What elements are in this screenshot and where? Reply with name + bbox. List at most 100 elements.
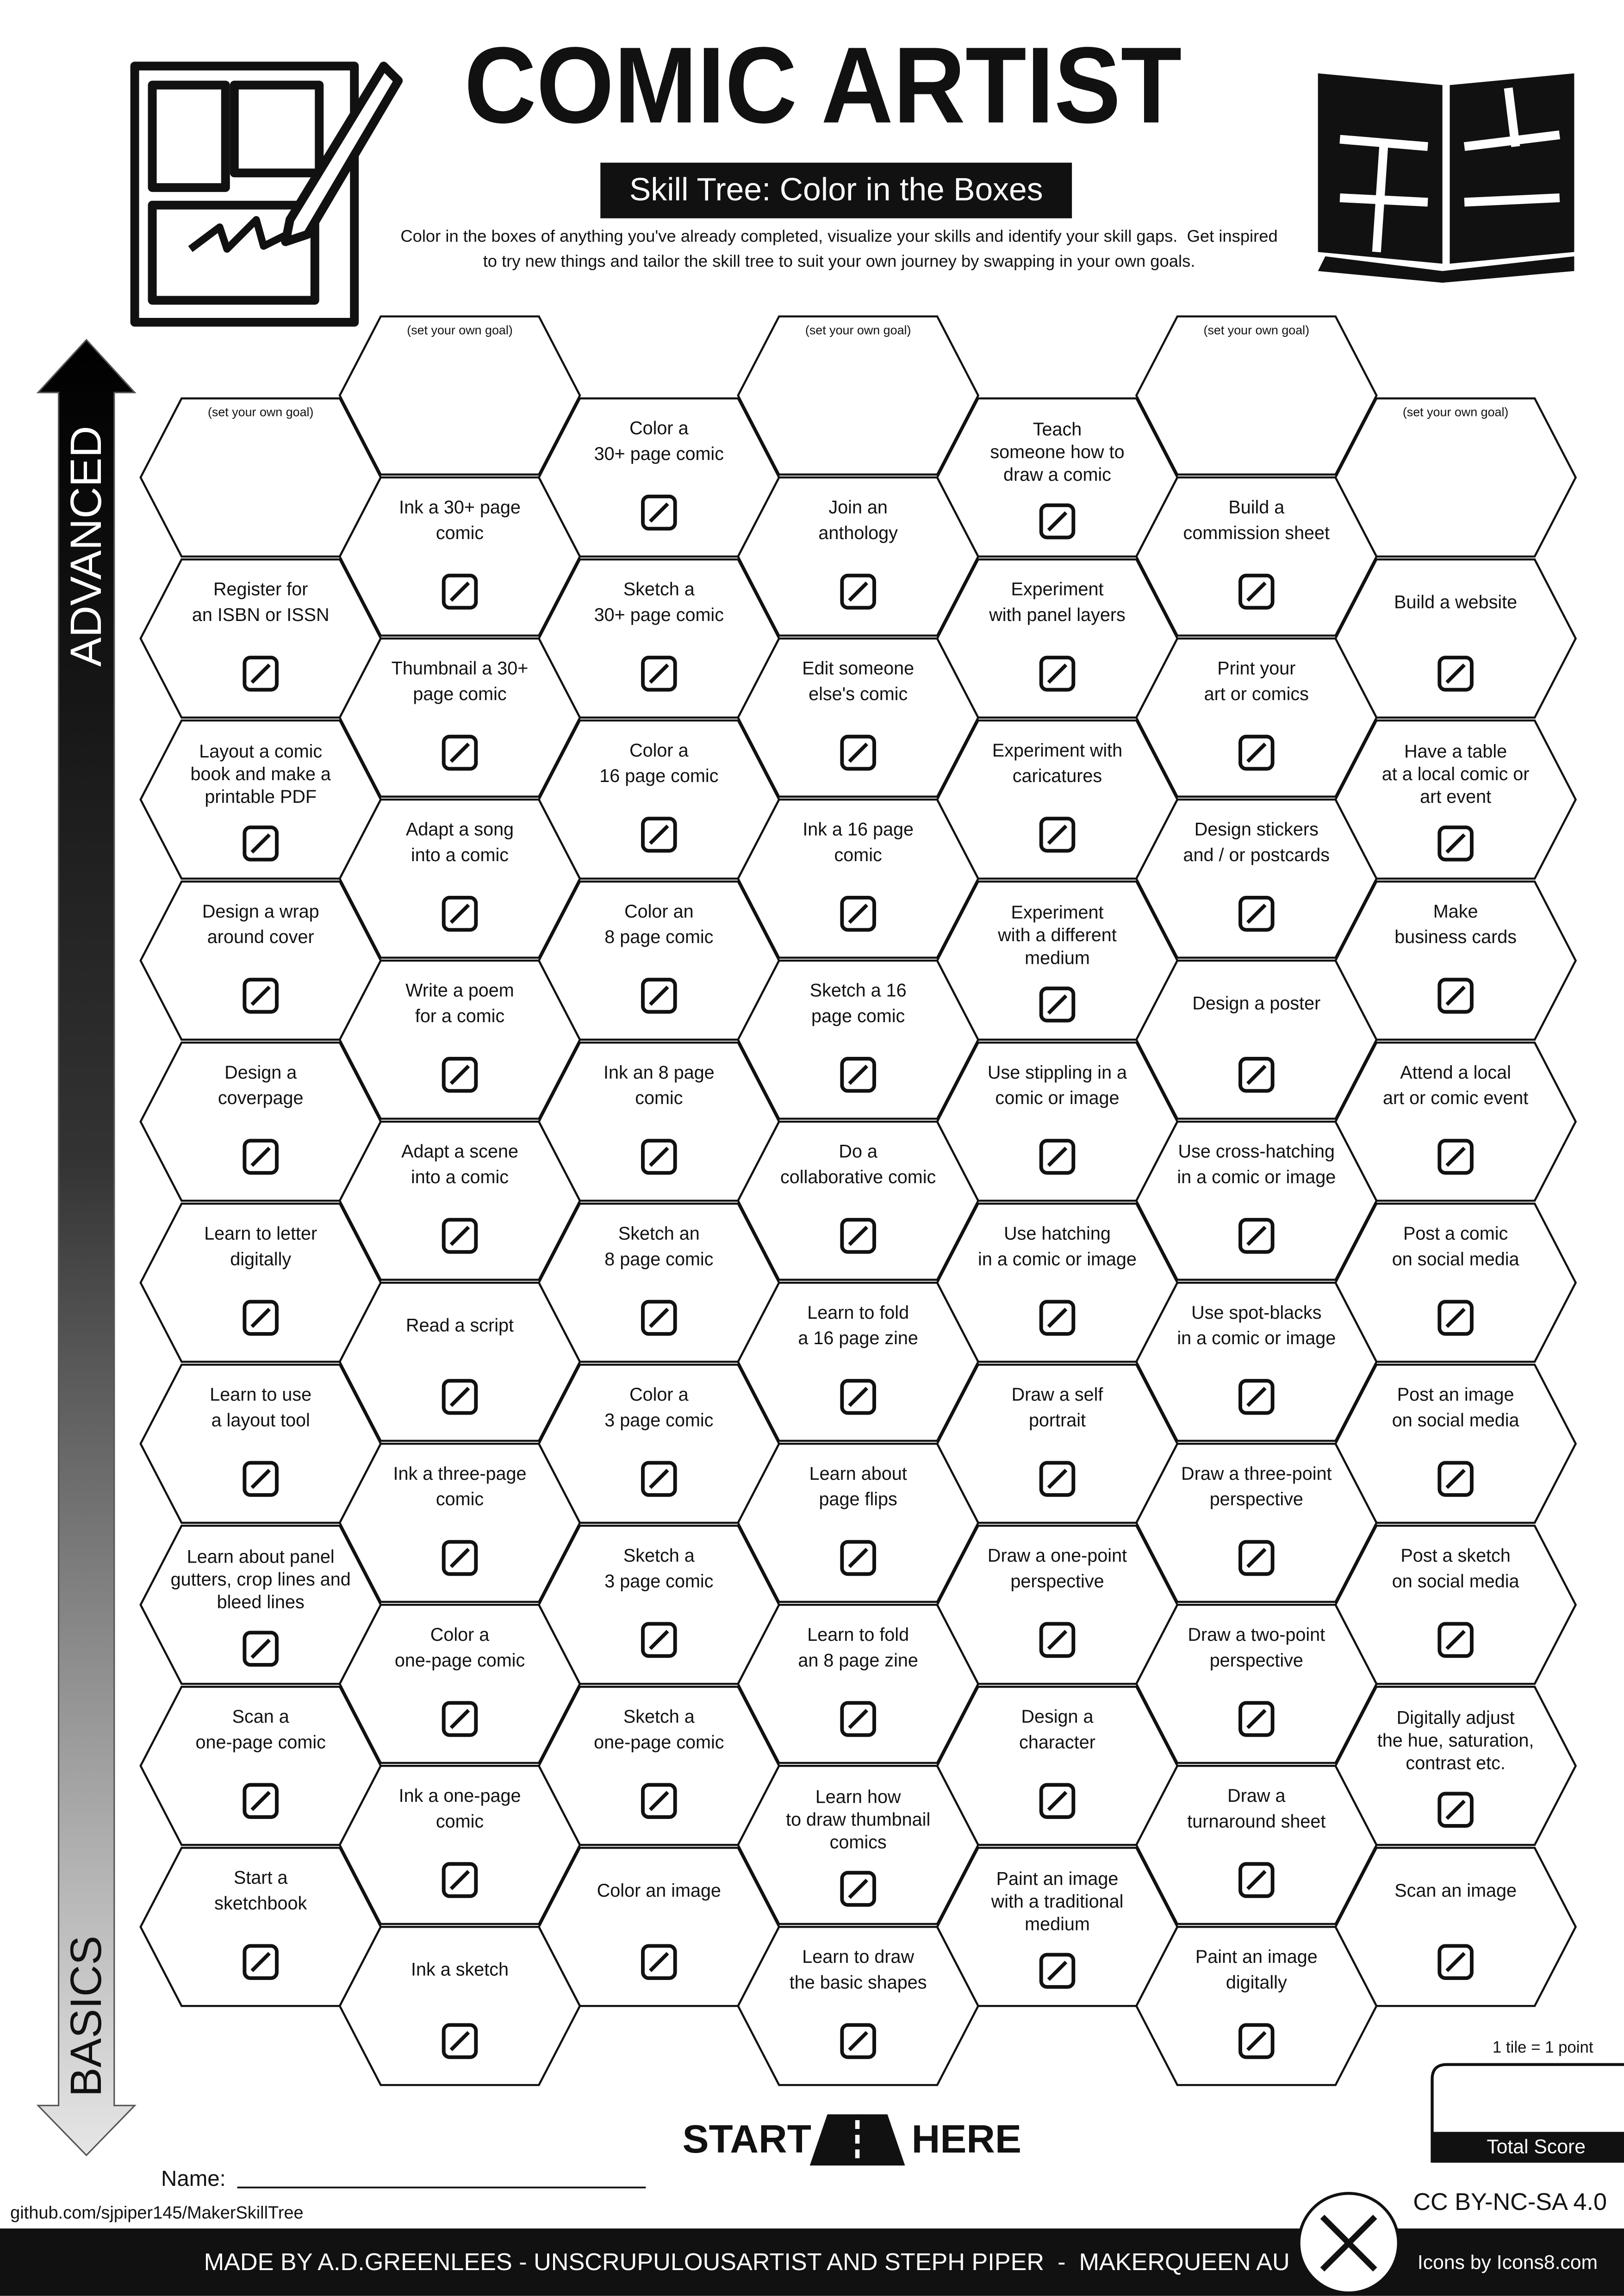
- skill-tile: Attend a local art or comic event: [1334, 1041, 1577, 1202]
- tile-icon-stroke: [449, 903, 470, 924]
- hexagon: [338, 1926, 581, 2086]
- tile-label: Draw a: [1227, 1786, 1285, 1806]
- tile-label: printable PDF: [205, 787, 317, 807]
- tile-label: Ink a 16 page: [803, 819, 914, 840]
- tile-icon-stroke: [1246, 1226, 1267, 1246]
- tile-icon-stroke: [649, 502, 669, 523]
- tile-icon: [1238, 1218, 1275, 1254]
- tile-label: 30+ page comic: [594, 444, 724, 464]
- tile-label: Learn to fold: [807, 1625, 909, 1645]
- tile-label: on social media: [1392, 1249, 1519, 1269]
- tile-label: Color a: [629, 1384, 689, 1405]
- tile-icon: [1238, 2023, 1275, 2059]
- tile-label: Use stippling in a: [988, 1062, 1127, 1083]
- description: Color in the boxes of anything you've al…: [400, 227, 1277, 246]
- tile-icon: [442, 1701, 478, 1737]
- tile-icon-stroke: [250, 833, 271, 854]
- goal-label: (set your own goal): [208, 405, 314, 419]
- tile-icon: [840, 1218, 876, 1254]
- tile-label: Ink an 8 page: [604, 1062, 715, 1083]
- tile-icon-stroke: [649, 1469, 669, 1489]
- tile-icon: [840, 573, 876, 610]
- skill-tile: Draw a two-point perspective: [1135, 1603, 1378, 1764]
- subtitle: Skill Tree: Color in the Boxes: [629, 171, 1043, 207]
- tile-label: Learn how: [815, 1787, 901, 1807]
- skill-tile: Design a wrap around cover: [139, 880, 382, 1041]
- tile-icon: [243, 656, 279, 692]
- tile-icon: [1238, 1057, 1275, 1093]
- tile-label: Sketch a: [623, 1706, 695, 1727]
- tile-label: Scan a: [232, 1706, 289, 1727]
- tile-label: Make: [1433, 901, 1478, 922]
- score-label: Total Score: [1487, 2135, 1586, 2158]
- tile-label: with a traditional: [991, 1892, 1124, 1912]
- tile-icon-stroke: [250, 1147, 271, 1167]
- tile-label: 16 page comic: [599, 766, 718, 786]
- hexagon: [1334, 397, 1577, 558]
- skill-tile: Make business cards: [1334, 880, 1577, 1041]
- tile-icon: [1238, 1540, 1275, 1576]
- tile-label: Post a sketch: [1400, 1545, 1510, 1566]
- tile-label: portrait: [1029, 1410, 1086, 1430]
- skill-tile: Color a one-page comic: [338, 1603, 581, 1764]
- tile-icon: [1039, 1622, 1076, 1658]
- skill-tile: (set your own goal): [1334, 397, 1577, 558]
- tile-label: Sketch an: [618, 1223, 700, 1244]
- tile-icon-stroke: [1246, 1870, 1267, 1890]
- tile-icon-stroke: [250, 664, 271, 684]
- tile-icon: [442, 1540, 478, 1576]
- skill-tile: Ink a sketch: [338, 1926, 581, 2086]
- tile-label: art event: [1420, 787, 1491, 807]
- tile-label: Learn to letter: [204, 1223, 317, 1244]
- tile-icon-stroke: [1047, 511, 1068, 532]
- tile-label: Attend a local: [1400, 1062, 1511, 1083]
- tile-icon-stroke: [1246, 2031, 1267, 2051]
- tile-label: an ISBN or ISSN: [192, 605, 330, 625]
- hexagon: [139, 397, 382, 558]
- tile-icon: [442, 1379, 478, 1415]
- icons-credit: Icons by Icons8.com: [1418, 2251, 1598, 2273]
- skill-tile: Use stippling in a comic or image: [936, 1041, 1179, 1202]
- skill-tile: (set your own goal): [139, 397, 382, 558]
- skill-tile: Register for an ISBN or ISSN: [139, 558, 382, 719]
- tile-icon-stroke: [250, 1469, 271, 1489]
- tile-icon: [840, 1057, 876, 1093]
- tile-icon-stroke: [848, 1709, 868, 1729]
- skill-tile: Ink a 16 page comic: [737, 798, 980, 959]
- skill-tile: (set your own goal): [338, 315, 581, 476]
- tile-icon: [1238, 734, 1275, 771]
- score-box: [1431, 2063, 1624, 2163]
- tile-icon-stroke: [848, 2031, 868, 2051]
- tile-label: art or comic event: [1383, 1088, 1528, 1108]
- tile-label: page comic: [811, 1006, 905, 1026]
- skill-tile: Learn to use a layout tool: [139, 1364, 382, 1524]
- skill-tile: Adapt a song into a comic: [338, 798, 581, 959]
- tile-icon: [840, 1701, 876, 1737]
- subtitle-box: [600, 162, 1072, 218]
- tile-label: Post an image: [1397, 1384, 1514, 1405]
- goal-label: (set your own goal): [407, 323, 513, 337]
- tile-icon: [641, 1783, 677, 1819]
- progress-arrow: [36, 339, 137, 2157]
- tile-label: Scan an image: [1394, 1880, 1517, 1901]
- tile-label: Start a: [234, 1868, 288, 1888]
- tile-label: one-page comic: [395, 1650, 525, 1670]
- tile-icon-stroke: [848, 1387, 868, 1407]
- tile-label: Join an: [828, 497, 888, 518]
- tile-label: book and make a: [191, 764, 331, 784]
- skill-tile: Ink an 8 page comic: [537, 1041, 780, 1202]
- tile-icon: [840, 895, 876, 932]
- tile-label: else's comic: [809, 684, 908, 704]
- tile-icon-stroke: [649, 825, 669, 845]
- tile-icon: [641, 495, 677, 531]
- tile-icon: [243, 1631, 279, 1667]
- tile-icon-stroke: [1246, 581, 1267, 602]
- tile-label: Paint an image: [1195, 1947, 1318, 1967]
- skill-tile: Scan a one-page comic: [139, 1686, 382, 1846]
- skill-tile: Digitally adjust the hue, saturation,cont…: [1334, 1686, 1577, 1846]
- tile-label: business cards: [1394, 927, 1517, 947]
- tile-icon-stroke: [1445, 664, 1466, 684]
